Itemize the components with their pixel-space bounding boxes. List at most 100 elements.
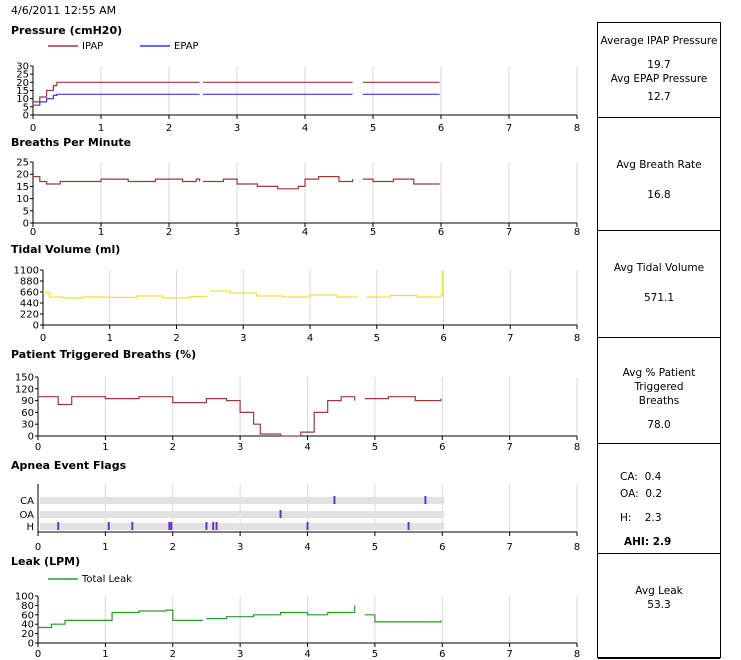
x-tick-label: 4 xyxy=(302,123,308,134)
chart-title: Tidal Volume (ml) xyxy=(11,243,120,256)
avg-tidal-volume-label: Avg Tidal Volume xyxy=(613,262,705,274)
avg-epap-value: 12.7 xyxy=(647,91,671,103)
y-tick-label: 15 xyxy=(16,182,29,193)
y-tick-label: 0 xyxy=(23,111,29,122)
x-tick-label: 0 xyxy=(35,442,41,453)
chart-title: Apnea Event Flags xyxy=(11,459,127,472)
y-tick-label: 20 xyxy=(16,170,29,181)
x-tick-label: 1 xyxy=(107,333,113,344)
series-line-value xyxy=(362,178,440,185)
avg-tidal-volume-value: 571.1 xyxy=(643,292,675,304)
y-tick-label: 40 xyxy=(21,620,34,631)
x-tick-label: 4 xyxy=(304,542,310,553)
y-tick-label: 90 xyxy=(21,396,34,407)
y-tick-label: 5 xyxy=(23,102,29,113)
ahi-label: AHI: xyxy=(624,536,650,548)
y-tick-label: 0 xyxy=(23,219,29,230)
charts-area: Pressure (cmH20)0 1 2 3 4 5 6 7 8302520151050IPA… xyxy=(11,24,580,660)
legend-label: IPAP xyxy=(82,41,103,52)
x-tick-label: 5 xyxy=(372,542,378,553)
y-tick-label: 150 xyxy=(15,373,34,384)
y-tick-label: 25 xyxy=(16,70,29,81)
oa-label: OA: xyxy=(620,488,639,500)
h-row: H: 2.3 xyxy=(620,511,720,525)
x-tick-label: 1 xyxy=(102,442,108,453)
timestamp: 4/6/2011 12:55 AM xyxy=(11,4,117,17)
x-tick-label: 6 xyxy=(438,227,444,238)
x-tick-label: 5 xyxy=(372,649,378,660)
x-tick-label: 3 xyxy=(237,542,243,553)
y-tick-label: 220 xyxy=(20,310,39,321)
y-tick-label: 20 xyxy=(21,629,34,640)
x-tick-label: 8 xyxy=(574,333,580,344)
y-tick-label: 60 xyxy=(21,610,34,621)
legend-label: Total Leak xyxy=(81,574,132,585)
summary-leak: Avg Leak 53.3 xyxy=(598,553,720,659)
series-line-value xyxy=(364,396,442,402)
x-tick-label: 0 xyxy=(30,227,36,238)
y-tick-label: 440 xyxy=(20,299,39,310)
series-line-total-leak xyxy=(364,614,442,623)
chart-title: Patient Triggered Breaths (%) xyxy=(11,348,196,361)
x-tick-label: 0 xyxy=(40,333,46,344)
y-tick-label: 0 xyxy=(28,432,34,443)
y-tick-label: 25 xyxy=(16,158,29,169)
x-tick-label: 3 xyxy=(237,442,243,453)
x-tick-label: 8 xyxy=(574,542,580,553)
series-line-value xyxy=(43,291,208,299)
y-tick-label: 30 xyxy=(16,62,29,73)
series-line-value xyxy=(209,290,358,298)
avg-ipap-label: Average IPAP Pressure xyxy=(600,35,718,47)
x-tick-label: 2 xyxy=(170,649,176,660)
x-tick-label: 0 xyxy=(30,123,36,134)
y-tick-label: 880 xyxy=(20,277,39,288)
flag-row-bar xyxy=(40,511,445,518)
summary-pressure: Average IPAP Pressure 19.7 Avg EPAP Pres… xyxy=(598,23,720,117)
h-value: 2.3 xyxy=(644,512,662,524)
x-tick-label: 6 xyxy=(439,649,445,660)
x-tick-label: 7 xyxy=(506,123,512,134)
x-tick-label: 4 xyxy=(302,227,308,238)
x-tick-label: 5 xyxy=(370,227,376,238)
ca-label: CA: xyxy=(620,471,638,483)
x-tick-label: 4 xyxy=(307,333,313,344)
summary-tidal-volume: Avg Tidal Volume 571.1 xyxy=(598,230,720,338)
avg-triggered-breaths-value: 78.0 xyxy=(647,419,671,431)
y-tick-label: 60 xyxy=(21,408,34,419)
x-tick-label: 7 xyxy=(506,227,512,238)
x-tick-label: 8 xyxy=(574,649,580,660)
legend-label: EPAP xyxy=(174,41,199,52)
flag-row-label: OA xyxy=(19,510,34,521)
oa-value: 0.2 xyxy=(645,488,663,500)
x-tick-label: 1 xyxy=(98,123,104,134)
y-tick-label: 30 xyxy=(21,420,34,431)
series-line-value xyxy=(203,176,354,190)
ahi-value: 2.9 xyxy=(652,536,672,548)
y-tick-label: 5 xyxy=(23,206,29,217)
avg-breath-rate-label: Avg Breath Rate xyxy=(616,159,702,171)
x-tick-label: 5 xyxy=(374,333,380,344)
x-tick-label: 2 xyxy=(173,333,179,344)
series-line-ipap xyxy=(33,81,200,103)
avg-leak-label: Avg Leak xyxy=(635,585,683,597)
x-tick-label: 0 xyxy=(35,649,41,660)
y-tick-label: 10 xyxy=(16,94,29,105)
y-tick-label: 0 xyxy=(28,639,34,650)
y-tick-label: 0 xyxy=(33,321,39,332)
x-tick-label: 3 xyxy=(234,123,240,134)
series-line-total-leak xyxy=(38,609,204,629)
x-tick-label: 6 xyxy=(439,442,445,453)
flag-row-label: CA xyxy=(20,496,34,507)
y-tick-label: 20 xyxy=(16,78,29,89)
x-tick-label: 1 xyxy=(102,542,108,553)
x-tick-label: 5 xyxy=(370,123,376,134)
flag-row-bar xyxy=(40,523,445,530)
summary-panel: Average IPAP Pressure 19.7 Avg EPAP Pres… xyxy=(597,22,721,659)
y-tick-label: 660 xyxy=(20,288,39,299)
x-tick-label: 3 xyxy=(237,649,243,660)
x-tick-label: 3 xyxy=(240,333,246,344)
x-tick-label: 3 xyxy=(234,227,240,238)
x-tick-label: 8 xyxy=(574,442,580,453)
x-tick-label: 8 xyxy=(574,227,580,238)
avg-ipap-value: 19.7 xyxy=(647,59,671,71)
